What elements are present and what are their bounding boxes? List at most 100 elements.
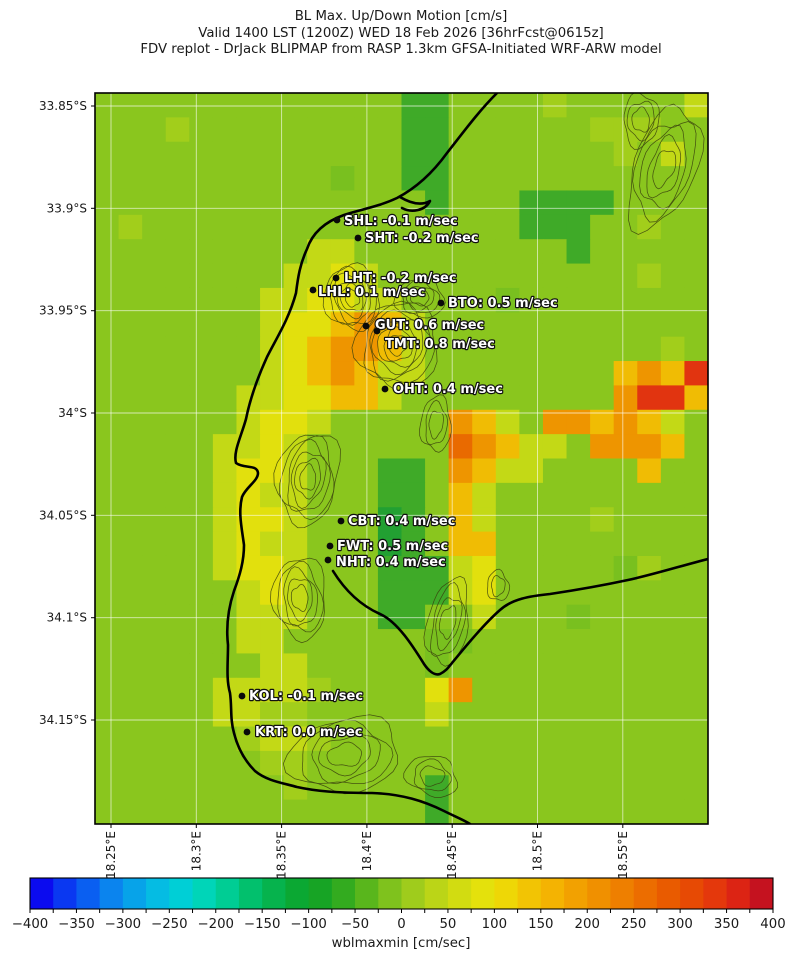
raster-cell	[236, 141, 261, 167]
colorbar-tick-label: 350	[714, 917, 739, 932]
raster-cell	[118, 482, 143, 508]
raster-cells	[95, 93, 708, 824]
station-dot-KOL	[238, 692, 246, 700]
raster-cell	[613, 336, 638, 362]
raster-cell	[95, 263, 120, 289]
raster-cell	[236, 653, 261, 679]
raster-cell	[590, 458, 615, 484]
station-markers: SHL: -0.1 m/sec SHT: -0.2 m/sec LHT: -0.2 …	[238, 213, 559, 741]
raster-cell	[613, 361, 638, 386]
raster-cell	[95, 361, 120, 386]
raster-cell	[472, 166, 497, 191]
raster-cell	[495, 117, 520, 143]
raster-cell	[660, 93, 685, 118]
contour-ring	[277, 560, 324, 633]
raster-cell	[519, 409, 544, 435]
raster-cell	[684, 263, 708, 289]
contour-ring	[393, 276, 446, 319]
raster-cell	[425, 361, 450, 386]
raster-cell	[684, 214, 708, 240]
raster-cell	[660, 434, 685, 459]
raster-cell	[354, 239, 379, 265]
raster-cell	[377, 726, 402, 752]
raster-cell	[142, 653, 167, 679]
raster-cell	[495, 239, 520, 265]
raster-cell	[260, 507, 285, 533]
station-dot-LHT	[332, 274, 340, 282]
station-dot-NHT	[324, 556, 332, 564]
colorbar-segment	[564, 878, 588, 909]
raster-cell	[118, 775, 143, 801]
raster-cell	[236, 214, 261, 240]
contour-ring	[402, 279, 441, 314]
y-tick-label: 34°S	[58, 406, 87, 420]
raster-cell	[684, 702, 708, 728]
station-label-NHT: NHT: 0.4 m/sec	[336, 555, 446, 570]
raster-cell	[165, 458, 190, 484]
raster-cell	[660, 799, 685, 824]
raster-cell	[377, 580, 402, 606]
raster-cell	[401, 458, 426, 484]
raster-cell	[95, 214, 120, 240]
raster-cell	[613, 117, 638, 143]
contour-ring	[278, 435, 335, 521]
raster-cell	[519, 604, 544, 630]
raster-cell	[519, 312, 544, 338]
raster-cell	[307, 214, 332, 240]
colorbar-segment	[238, 878, 263, 909]
raster-cell	[165, 409, 190, 435]
raster-cell	[425, 409, 450, 435]
raster-cell	[401, 141, 426, 167]
colorbar-segment	[169, 878, 193, 909]
raster-cell	[519, 166, 544, 191]
colorbar-segment	[285, 878, 310, 909]
raster-cell	[95, 482, 120, 508]
raster-cell	[472, 117, 497, 143]
raster-cell	[260, 239, 285, 265]
raster-cell	[684, 336, 708, 362]
contour-ring	[301, 719, 394, 784]
raster-cell	[189, 385, 214, 411]
raster-cell	[637, 531, 662, 557]
raster-cell	[566, 507, 591, 533]
raster-cell	[165, 799, 190, 824]
contour-ring	[435, 597, 463, 652]
raster-cell	[377, 604, 402, 630]
colorbar-segment	[331, 878, 356, 909]
raster-cell	[613, 677, 638, 703]
raster-cell	[283, 580, 308, 606]
raster-cell	[425, 117, 450, 143]
raster-cell	[684, 434, 708, 459]
raster-cell	[377, 677, 402, 703]
raster-cell	[566, 166, 591, 191]
raster-cell	[542, 702, 568, 728]
raster-cell	[307, 580, 332, 606]
raster-cell	[519, 750, 544, 776]
raster-cell	[448, 93, 473, 118]
raster-cell	[684, 726, 708, 752]
colorbar-segment	[122, 878, 147, 909]
raster-cell	[118, 409, 143, 435]
raster-cell	[425, 239, 450, 265]
raster-cell	[425, 531, 450, 557]
contour-ring	[329, 265, 377, 325]
raster-cell	[495, 555, 520, 581]
raster-cell	[260, 629, 285, 654]
raster-cell	[519, 190, 544, 216]
raster-cell	[542, 677, 568, 703]
raster-cell	[472, 555, 497, 581]
colorbar-segment	[99, 878, 124, 909]
raster-cell	[118, 287, 143, 313]
colorbar-tick-label: −400	[12, 917, 49, 932]
contour-ring	[628, 103, 705, 235]
colorbar-segment	[424, 878, 449, 909]
colorbar-segment	[355, 878, 379, 909]
raster-cell	[684, 190, 708, 216]
raster-cell	[142, 409, 167, 435]
raster-cell	[684, 482, 708, 508]
station-label-KRT: KRT: 0.0 m/sec	[255, 725, 363, 740]
raster-cell	[118, 604, 143, 630]
raster-cell	[448, 361, 473, 386]
raster-cell	[401, 629, 426, 654]
raster-cell	[283, 385, 308, 411]
